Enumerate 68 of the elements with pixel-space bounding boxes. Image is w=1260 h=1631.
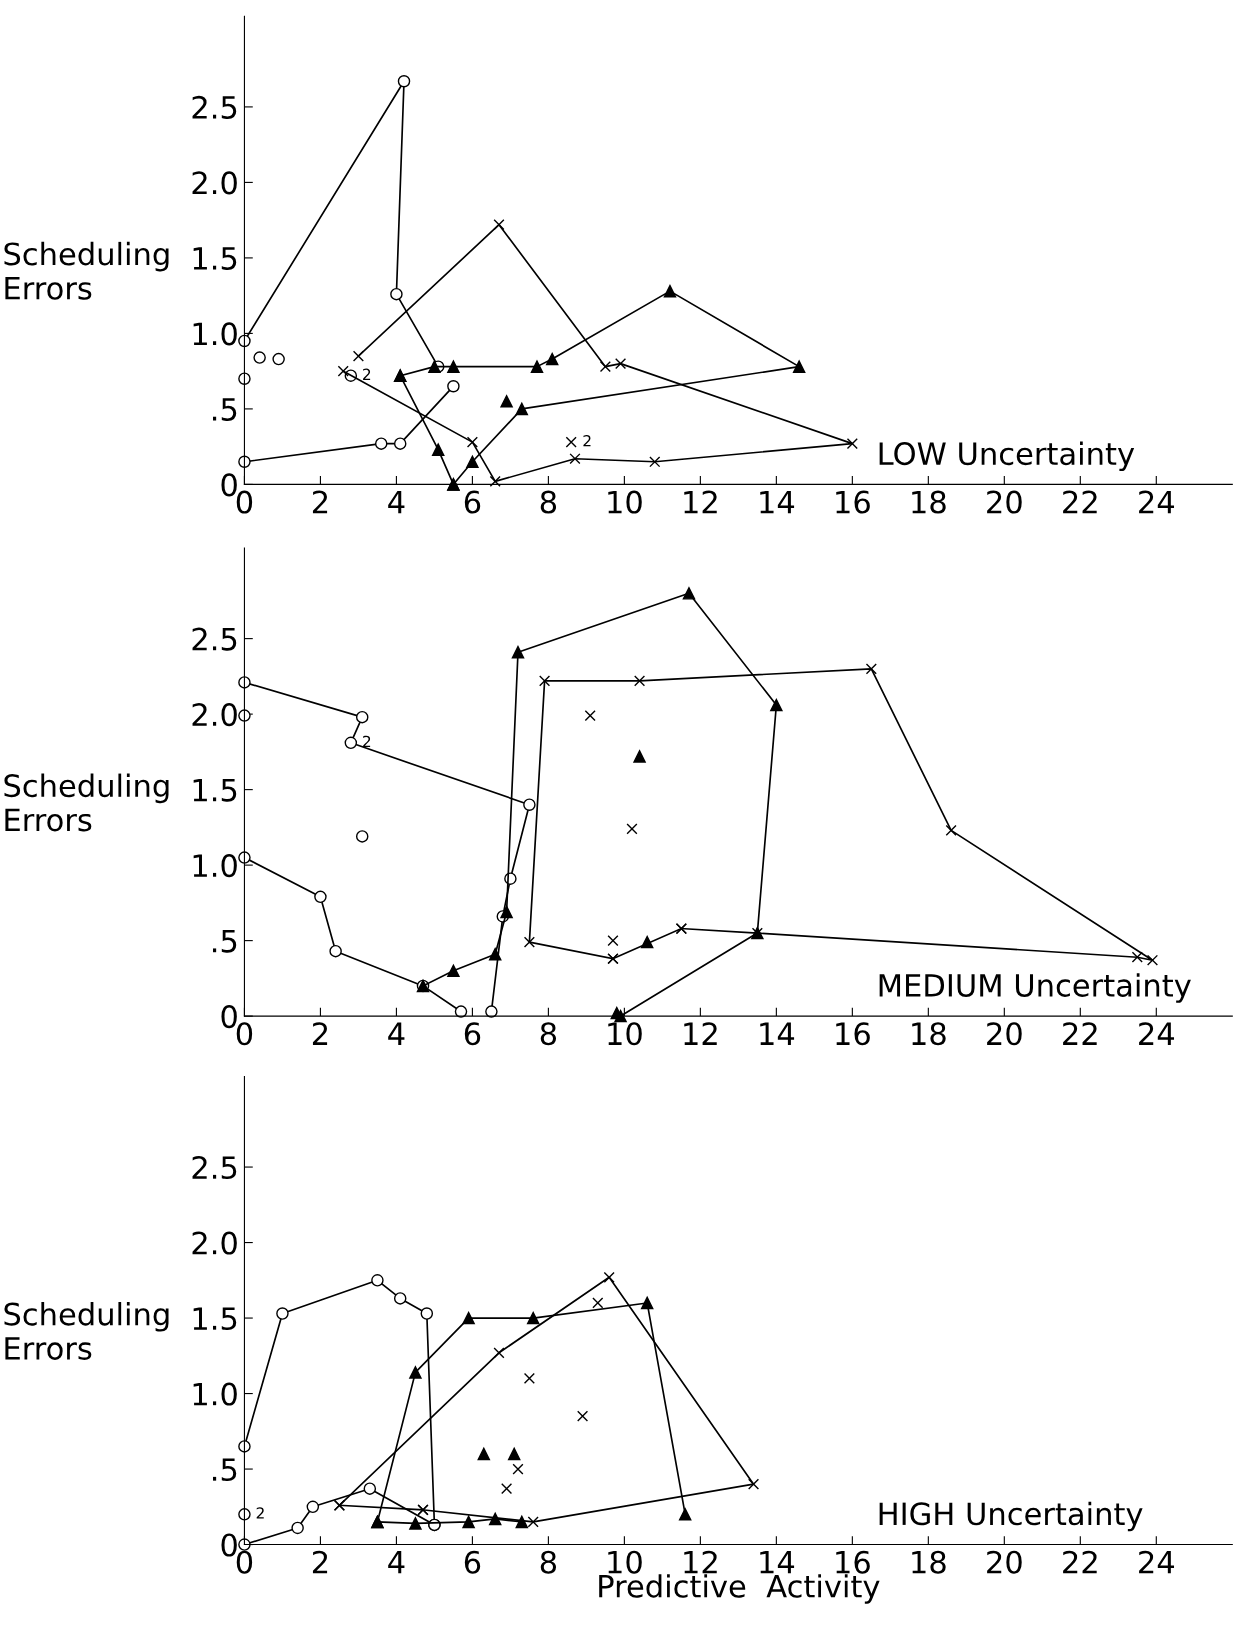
- x-tick-label: 0: [236, 490, 253, 514]
- x-tick-label: 12: [684, 1022, 717, 1045]
- y-tick-label: 0: [221, 1005, 237, 1029]
- y-tick-label: .5: [213, 1458, 237, 1482]
- x-tick-label: 22: [1063, 490, 1097, 514]
- x-tick-label: 4: [388, 1551, 405, 1574]
- x-tick-label: 20: [987, 1550, 1022, 1574]
- x-axis-title: Predictive Activity: [599, 1574, 880, 1604]
- x-tick-label: 18: [912, 490, 946, 514]
- annotation: 2: [583, 435, 591, 447]
- x-tick-label: 22: [1063, 1550, 1097, 1574]
- y-tick-label: 2.5: [192, 95, 237, 119]
- x-tick-label: 10: [608, 1022, 642, 1046]
- x-tick-label: 16: [836, 1022, 870, 1046]
- x-tick-label: 8: [540, 1022, 557, 1046]
- x-tick-label: 2: [312, 1550, 328, 1574]
- y-tick-label: 0: [221, 1533, 237, 1557]
- y-tick-label: 2.0: [192, 1231, 237, 1255]
- y-tick-label: 2.5: [192, 1155, 237, 1180]
- y-tick-label: 2.0: [192, 703, 237, 727]
- x-tick-label: 12: [684, 490, 717, 514]
- x-tick-label: 14: [760, 1551, 795, 1574]
- annotation: HIGH Uncertainty: [879, 1501, 1143, 1532]
- annotation: 2: [363, 368, 371, 380]
- x-tick-label: 10: [608, 1550, 642, 1574]
- x-tick-label: 6: [464, 1550, 481, 1574]
- x-tick-label: 4: [388, 490, 405, 514]
- x-tick-label: 24: [1139, 490, 1175, 514]
- y-tick-label: 1.5: [193, 247, 237, 270]
- y-tick-label: .5: [213, 398, 237, 421]
- x-tick-label: 24: [1139, 1022, 1175, 1045]
- y-tick-label: 1.0: [193, 1382, 237, 1406]
- annotation: 2: [363, 735, 371, 748]
- y-tick-label: 1.5: [193, 778, 237, 802]
- y-tick-label: 0: [221, 473, 237, 497]
- y-axis-title: Scheduling Errors: [4, 773, 169, 832]
- y-tick-label: 2.5: [192, 627, 237, 651]
- y-tick-label: .5: [213, 929, 237, 953]
- annotation: MEDIUM Uncertainty: [879, 973, 1191, 1003]
- annotation: LOW Uncertainty: [879, 441, 1135, 472]
- x-tick-label: 10: [608, 490, 642, 514]
- x-tick-label: 8: [540, 1550, 557, 1574]
- y-axis-title: Scheduling Errors: [4, 241, 169, 300]
- x-tick-label: 18: [912, 1550, 946, 1574]
- x-tick-label: 14: [760, 1022, 795, 1045]
- x-tick-label: 16: [836, 490, 870, 514]
- y-tick-label: 1.0: [193, 854, 237, 878]
- annotation: 2: [256, 1507, 264, 1519]
- x-tick-label: 16: [836, 1550, 870, 1574]
- x-tick-label: 0: [236, 1022, 253, 1046]
- x-tick-label: 8: [540, 490, 557, 514]
- x-tick-label: 6: [464, 1022, 481, 1046]
- x-tick-label: 2: [312, 1022, 328, 1045]
- y-tick-label: 1.5: [193, 1307, 237, 1331]
- x-tick-label: 20: [987, 490, 1022, 514]
- x-tick-label: 22: [1063, 1022, 1097, 1045]
- x-tick-label: 12: [684, 1550, 717, 1574]
- x-tick-label: 24: [1139, 1550, 1175, 1574]
- y-axis-title: Scheduling Errors: [4, 1302, 169, 1360]
- x-tick-label: 4: [388, 1022, 405, 1045]
- x-tick-label: 20: [987, 1022, 1022, 1046]
- x-tick-label: 18: [912, 1022, 946, 1046]
- x-tick-label: 6: [464, 490, 481, 514]
- y-tick-label: 1.0: [193, 322, 237, 346]
- y-tick-label: 2.0: [192, 171, 237, 195]
- x-tick-label: 2: [312, 490, 328, 514]
- x-tick-label: 14: [760, 490, 795, 514]
- x-tick-label: 0: [236, 1550, 253, 1574]
